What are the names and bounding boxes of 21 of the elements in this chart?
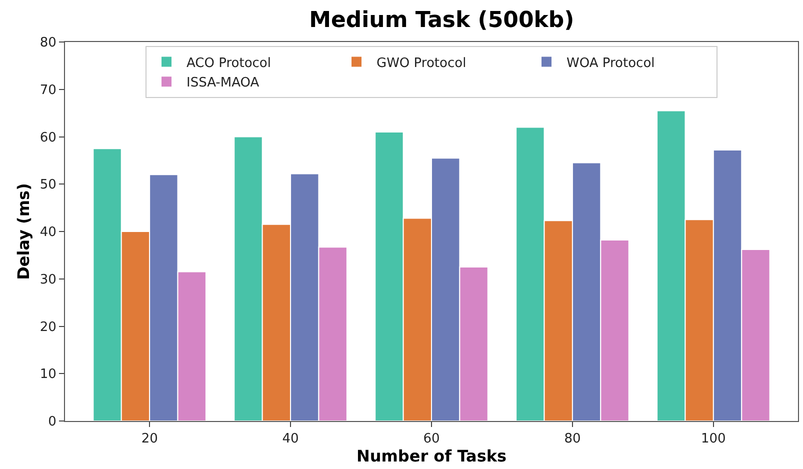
- chart-title: Medium Task (500kb): [309, 8, 574, 34]
- y-tick-label: 40: [40, 225, 56, 240]
- y-tick-label: 0: [48, 414, 56, 430]
- legend-label: WOA Protocol: [566, 56, 655, 71]
- x-tick-label: 100: [701, 432, 726, 447]
- legend-label: GWO Protocol: [376, 56, 466, 71]
- y-tick-label: 10: [40, 367, 56, 382]
- y-axis-title: Delay (ms): [14, 183, 33, 280]
- y-tick-label: 60: [40, 130, 56, 146]
- legend-label: ISSA-MAOA: [186, 76, 260, 91]
- x-tick-label: 60: [423, 432, 440, 447]
- x-axis-title: Number of Tasks: [356, 446, 507, 466]
- y-tick-label: 80: [40, 36, 56, 51]
- y-tick-label: 30: [40, 272, 56, 288]
- x-tick-label: 20: [141, 432, 158, 447]
- y-tick-label: 50: [40, 178, 56, 193]
- x-tick-label: 40: [282, 432, 299, 447]
- x-tick-label: 80: [564, 432, 581, 447]
- y-tick-label: 70: [40, 82, 56, 98]
- y-tick-label: 20: [40, 320, 56, 335]
- legend-label: ACO Protocol: [186, 56, 271, 71]
